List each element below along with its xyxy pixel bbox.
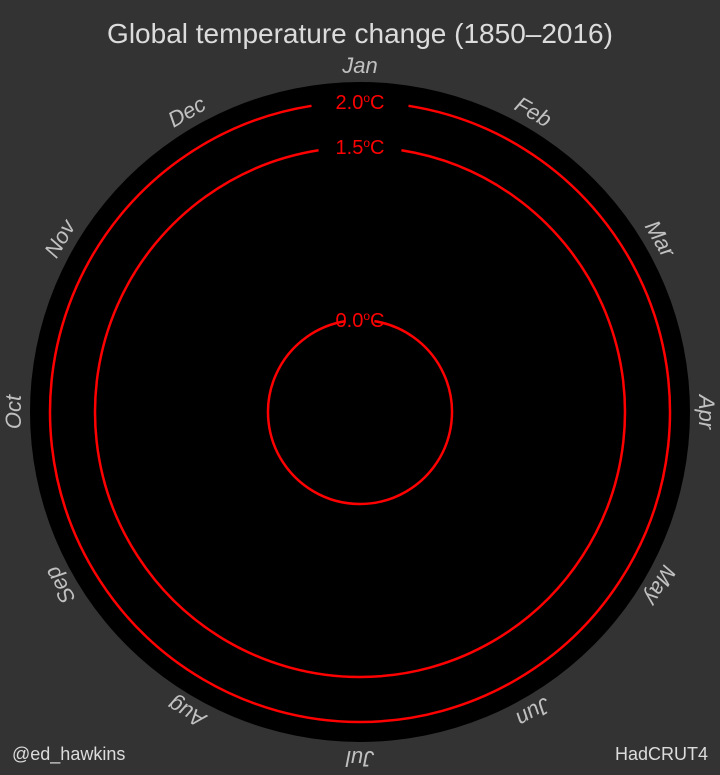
- reference-ring-label-2: 2.0oC: [336, 91, 385, 114]
- credit-author: @ed_hawkins: [12, 744, 125, 765]
- chart-root: 0.0oC1.5oC2.0oCJanFebMarAprMayJunJulAugS…: [0, 0, 720, 775]
- month-label-jul: Jul: [345, 746, 375, 771]
- month-label-oct: Oct: [1, 394, 26, 429]
- month-label-jan: Jan: [341, 53, 377, 78]
- chart-disk: [30, 82, 690, 742]
- month-label-apr: Apr: [694, 393, 719, 431]
- reference-ring-label-1: 1.5oC: [336, 136, 385, 159]
- spiral-chart-svg: 0.0oC1.5oC2.0oCJanFebMarAprMayJunJulAugS…: [0, 0, 720, 775]
- chart-title: Global temperature change (1850–2016): [0, 18, 720, 50]
- reference-ring-label-0: 0.0oC: [336, 309, 385, 332]
- credit-dataset: HadCRUT4: [615, 744, 708, 765]
